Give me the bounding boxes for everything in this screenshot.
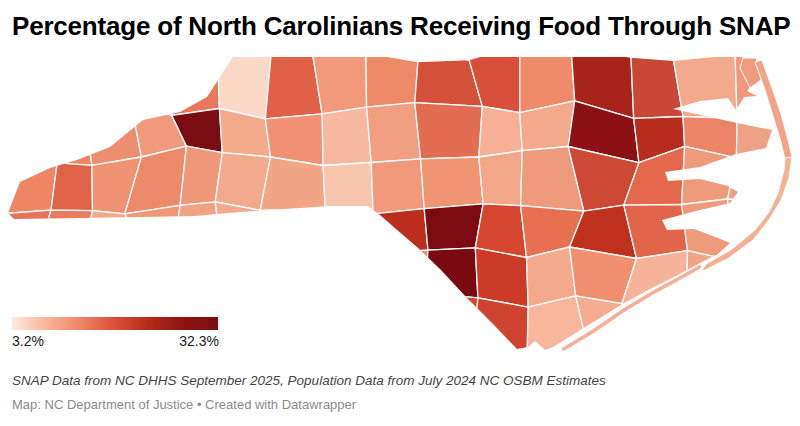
county-cell[interactable] bbox=[0, 43, 57, 118]
county-cell[interactable] bbox=[323, 163, 373, 214]
county-cell[interactable] bbox=[46, 299, 91, 362]
county-cell[interactable] bbox=[84, 47, 132, 107]
county-cell[interactable] bbox=[479, 106, 522, 157]
county-cell[interactable] bbox=[312, 49, 367, 113]
county-cell[interactable] bbox=[479, 151, 522, 206]
county-cell[interactable] bbox=[366, 53, 418, 107]
county-cell[interactable] bbox=[125, 205, 180, 250]
county-cell[interactable] bbox=[317, 253, 379, 304]
county-cell[interactable] bbox=[55, 50, 91, 107]
county-cell[interactable] bbox=[9, 101, 58, 164]
county-cell[interactable] bbox=[376, 250, 428, 301]
county-cell[interactable] bbox=[174, 202, 223, 257]
county-cell[interactable] bbox=[730, 249, 787, 304]
county-cell[interactable] bbox=[260, 209, 325, 257]
county-cell[interactable] bbox=[2, 163, 58, 214]
county-cell[interactable] bbox=[674, 54, 738, 118]
county-cell[interactable] bbox=[367, 103, 421, 163]
legend-gradient bbox=[12, 317, 218, 330]
county-cell[interactable] bbox=[373, 209, 428, 253]
county-cell[interactable] bbox=[222, 249, 273, 310]
county-cell[interactable] bbox=[217, 45, 271, 119]
county-cell[interactable] bbox=[129, 243, 176, 308]
county-cell[interactable] bbox=[421, 157, 484, 209]
county-cell[interactable] bbox=[215, 202, 263, 257]
county-cell[interactable] bbox=[260, 157, 325, 210]
county-cell[interactable] bbox=[730, 295, 792, 360]
credit-line: Map: NC Department of Justice • Created … bbox=[12, 397, 356, 412]
county-cell[interactable] bbox=[377, 293, 426, 356]
county-cell[interactable] bbox=[317, 301, 379, 352]
county-cell[interactable] bbox=[51, 163, 93, 211]
county-cell[interactable] bbox=[172, 45, 220, 115]
county-cell[interactable] bbox=[622, 304, 687, 350]
county-cell[interactable] bbox=[42, 210, 93, 259]
county-cell[interactable] bbox=[0, 210, 51, 242]
county-cell[interactable] bbox=[174, 250, 224, 310]
source-note: SNAP Data from NC DHHS September 2025, P… bbox=[12, 373, 606, 388]
county-cell[interactable] bbox=[42, 243, 92, 310]
county-cell[interactable] bbox=[425, 248, 478, 298]
county-cell[interactable] bbox=[415, 103, 483, 159]
legend-max-label: 32.3% bbox=[179, 333, 219, 349]
county-cell[interactable] bbox=[683, 295, 743, 359]
legend-min-label: 3.2% bbox=[12, 333, 44, 349]
county-cell[interactable] bbox=[415, 293, 478, 356]
county-cell[interactable] bbox=[271, 300, 320, 355]
county-cell[interactable] bbox=[55, 101, 92, 166]
county-cell[interactable] bbox=[424, 204, 483, 250]
county-cell[interactable] bbox=[322, 107, 371, 165]
county-cell[interactable] bbox=[473, 298, 528, 360]
county-cell[interactable] bbox=[223, 300, 272, 355]
county-cell[interactable] bbox=[324, 209, 376, 257]
county-cell[interactable] bbox=[85, 299, 129, 362]
county-cell[interactable] bbox=[371, 159, 424, 214]
county-cell[interactable] bbox=[131, 47, 182, 116]
county-mesh bbox=[0, 43, 796, 361]
county-cell[interactable] bbox=[82, 211, 142, 260]
county-cell[interactable] bbox=[82, 243, 142, 301]
county-cell[interactable] bbox=[263, 249, 323, 304]
county-cell[interactable] bbox=[176, 308, 227, 357]
county-cell[interactable] bbox=[0, 242, 46, 309]
county-cell[interactable] bbox=[84, 100, 142, 165]
nc-choropleth-map bbox=[0, 0, 800, 426]
legend-labels: 3.2% 32.3% bbox=[12, 333, 219, 349]
